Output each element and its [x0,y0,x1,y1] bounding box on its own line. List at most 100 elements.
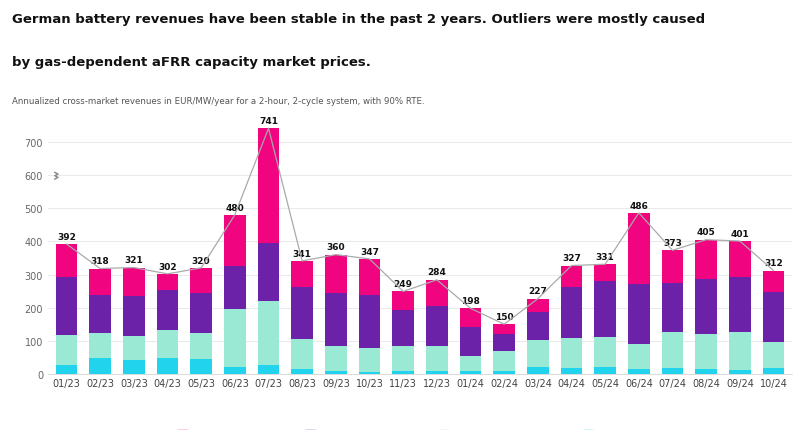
Bar [762,271,785,292]
Bar [527,367,549,374]
Bar [628,369,650,374]
Bar [459,372,482,374]
Bar [561,287,582,339]
Bar [224,267,246,310]
Text: 480: 480 [226,203,244,212]
Bar [258,129,279,243]
Bar [662,332,683,368]
Text: 392: 392 [57,232,76,241]
Bar [123,336,145,360]
Bar [494,351,515,371]
Bar [190,268,212,293]
Bar [325,293,346,346]
Bar [190,333,212,359]
Bar [392,371,414,374]
Text: German battery revenues have been stable in the past 2 years. Outliers were most: German battery revenues have been stable… [12,13,705,26]
Bar [90,295,111,333]
Text: 327: 327 [562,254,581,263]
Bar [762,292,785,342]
Bar [224,310,246,368]
Bar [258,243,279,301]
Bar [123,268,145,296]
Text: by gas-dependent aFRR capacity market prices.: by gas-dependent aFRR capacity market pr… [12,56,371,69]
Bar [325,255,346,293]
Bar [695,280,717,335]
Bar [459,309,482,327]
Bar [358,259,381,296]
Bar [55,335,78,365]
Bar [628,344,650,369]
Bar [561,339,582,369]
Text: 331: 331 [596,252,614,261]
Bar [594,367,616,374]
Bar [358,372,381,374]
Bar [628,285,650,344]
Bar [426,307,448,346]
Bar [358,296,381,349]
Bar [55,244,78,277]
Bar [123,296,145,336]
Bar [729,332,750,371]
Bar [695,240,717,280]
Bar [258,366,279,374]
Bar [157,274,178,291]
Bar [157,291,178,330]
Text: 320: 320 [192,256,210,265]
Bar [561,369,582,374]
Text: 318: 318 [91,257,110,266]
Text: 198: 198 [461,296,480,305]
Bar [325,346,346,371]
Bar [662,368,683,374]
Bar [426,346,448,371]
Bar [90,333,111,358]
Bar [662,284,683,332]
Bar [662,251,683,284]
Bar [291,261,313,288]
Bar [90,358,111,374]
Bar [628,213,650,285]
Bar [494,325,515,335]
Text: 249: 249 [394,280,413,289]
Text: 312: 312 [764,258,783,267]
Bar [494,335,515,351]
Bar [55,277,78,335]
Bar [426,371,448,374]
Text: 284: 284 [427,268,446,277]
Text: 405: 405 [697,228,715,237]
Bar [224,215,246,267]
Bar [729,371,750,374]
Text: 341: 341 [293,249,312,258]
Text: 486: 486 [630,201,648,210]
Legend: Wholesales Revenue, aFRR Energy Revenue, aFRR Capacity Revenue, FCR Revenue: Wholesales Revenue, aFRR Energy Revenue,… [174,425,666,430]
Bar [494,371,515,374]
Text: 401: 401 [730,229,749,238]
Bar [291,288,313,339]
Bar [224,368,246,374]
Bar [527,312,549,341]
Bar [459,356,482,372]
Bar [594,264,616,281]
Bar [729,242,750,278]
Bar [190,293,212,333]
Text: Annualized cross-market revenues in EUR/MW/year for a 2-hour, 2-cycle system, wi: Annualized cross-market revenues in EUR/… [12,97,425,106]
Bar [392,346,414,371]
Bar [291,339,313,369]
Text: 741: 741 [259,117,278,126]
Bar [392,292,414,310]
Bar [157,359,178,374]
Text: 150: 150 [495,312,514,321]
Bar [190,359,212,374]
Bar [695,335,717,369]
Bar [426,280,448,307]
Bar [527,341,549,367]
Bar [90,269,111,295]
Text: 360: 360 [326,243,345,252]
Bar [762,369,785,374]
Bar [55,365,78,374]
Bar [123,360,145,374]
Bar [459,327,482,356]
Bar [594,338,616,367]
Bar [695,369,717,374]
Text: 347: 347 [360,247,379,256]
Text: 227: 227 [528,287,547,296]
